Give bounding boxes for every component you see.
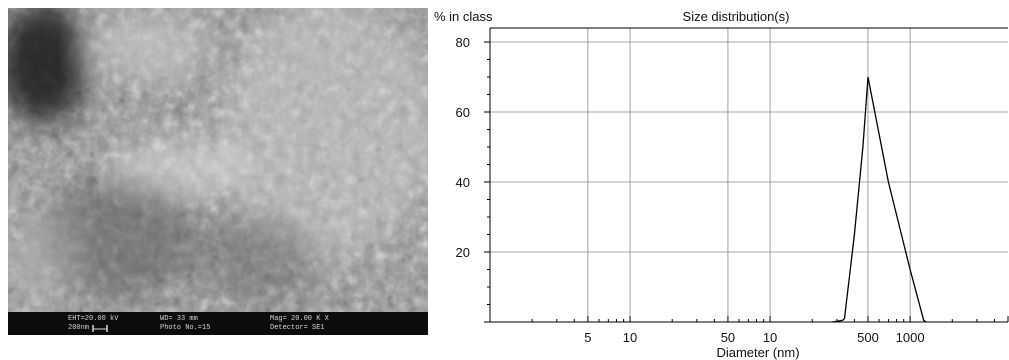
x-axis-title: Diameter (nm) bbox=[716, 345, 799, 360]
sem-detector-label: Detector= SE1 bbox=[270, 324, 325, 332]
y-tick-labels: 20 40 60 80 bbox=[456, 35, 470, 260]
distribution-line bbox=[832, 76, 927, 323]
sem-scale-label: 200nm bbox=[68, 324, 90, 332]
sem-scale-bar-icon bbox=[92, 325, 108, 332]
size-distribution-chart: % in class Size distribution(s) Diameter… bbox=[434, 9, 1009, 360]
sem-photo-label: Photo No.=15 bbox=[160, 324, 211, 332]
axes bbox=[484, 27, 1009, 323]
x-tick-label: 10 bbox=[623, 330, 637, 345]
chart-title: Size distribution(s) bbox=[683, 9, 790, 24]
sem-eht-label: EHT=20.00 kV bbox=[68, 315, 119, 323]
x-tick-label: 500 bbox=[857, 330, 879, 345]
sem-mag-label: Mag= 20.00 K X bbox=[270, 315, 329, 323]
x-tick-label: 50 bbox=[721, 330, 735, 345]
y-axis-title: % in class bbox=[434, 9, 493, 24]
x-tick-label: 1000 bbox=[896, 330, 925, 345]
y-tick-label: 40 bbox=[456, 175, 470, 190]
grid bbox=[490, 28, 1008, 322]
sem-databar: EHT=20.00 kV 200nm WD= 33 mm Photo No.=1… bbox=[8, 312, 428, 335]
y-tick-label: 80 bbox=[456, 35, 470, 50]
series bbox=[832, 76, 927, 323]
sem-wd-label: WD= 33 mm bbox=[160, 315, 198, 323]
sem-micrograph-image bbox=[8, 8, 428, 312]
x-tick-label: 10 bbox=[763, 330, 777, 345]
y-tick-label: 60 bbox=[456, 105, 470, 120]
x-tick-labels: 5 10 50 10 500 1000 bbox=[584, 330, 924, 345]
x-tick-label: 5 bbox=[584, 330, 591, 345]
y-tick-label: 20 bbox=[456, 245, 470, 260]
sem-micrograph: EHT=20.00 kV 200nm WD= 33 mm Photo No.=1… bbox=[8, 8, 428, 335]
